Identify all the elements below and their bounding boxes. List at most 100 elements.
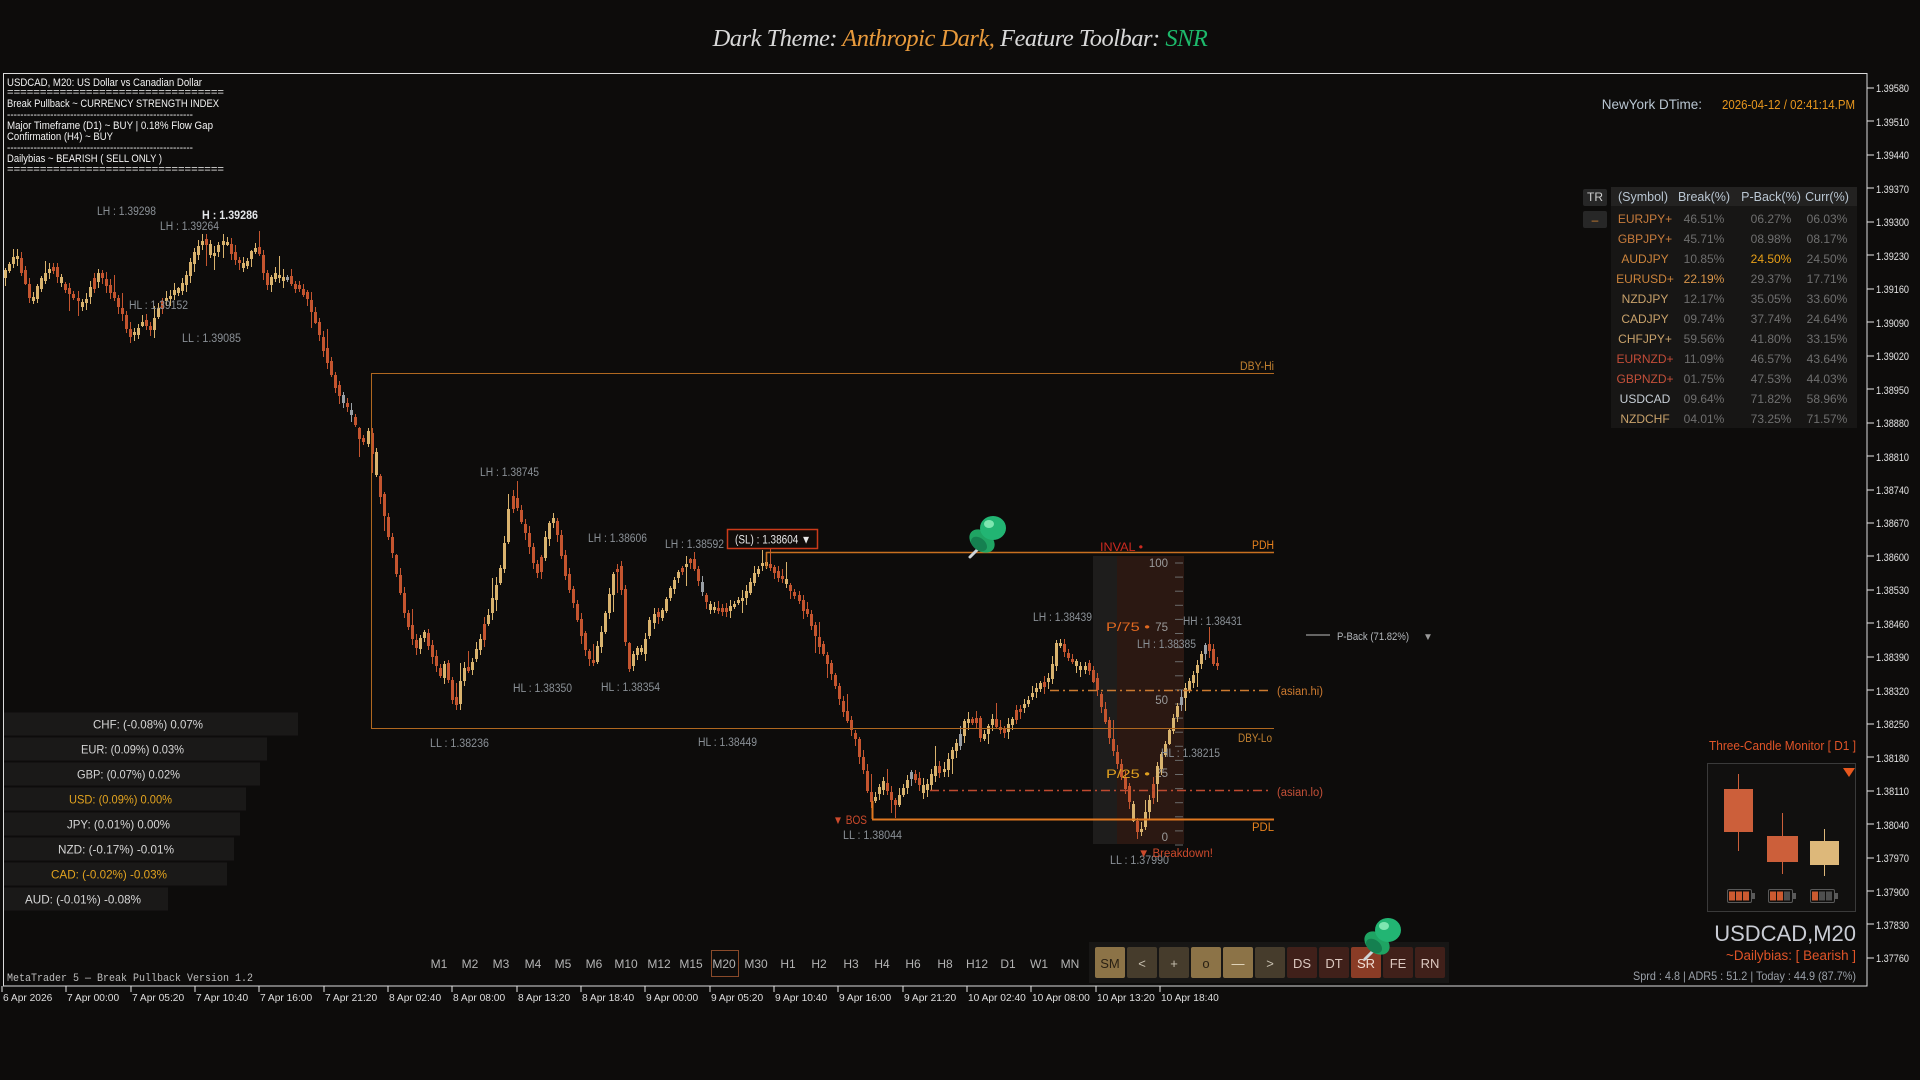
svg-text:(Symbol): (Symbol) xyxy=(1618,190,1668,204)
svg-text:46.51%: 46.51% xyxy=(1684,212,1725,226)
svg-text:M6: M6 xyxy=(586,957,603,971)
svg-text:H1: H1 xyxy=(780,957,796,971)
svg-text:1.38950: 1.38950 xyxy=(1876,385,1909,397)
svg-text:9 Apr 00:00: 9 Apr 00:00 xyxy=(646,993,698,1004)
svg-text:11.09%: 11.09% xyxy=(1684,352,1724,366)
svg-text:(asian.lo): (asian.lo) xyxy=(1277,787,1323,799)
svg-text:GBPNZD+: GBPNZD+ xyxy=(1616,372,1673,386)
svg-text:SM: SM xyxy=(1100,956,1120,971)
svg-text:08.17%: 08.17% xyxy=(1807,232,1848,246)
svg-text:▼ BOS: ▼ BOS xyxy=(833,815,867,827)
svg-text:1.39020: 1.39020 xyxy=(1876,351,1909,363)
svg-text:M15: M15 xyxy=(679,957,703,971)
svg-text:H12: H12 xyxy=(966,957,988,971)
svg-text:71.82%: 71.82% xyxy=(1751,392,1792,406)
svg-text:<: < xyxy=(1138,956,1146,971)
svg-text:PDL: PDL xyxy=(1252,822,1275,834)
svg-text:09.74%: 09.74% xyxy=(1684,312,1725,326)
svg-text:1.37970: 1.37970 xyxy=(1876,853,1909,865)
svg-text:35.05%: 35.05% xyxy=(1751,292,1792,306)
svg-text:LL : 1.38044: LL : 1.38044 xyxy=(843,830,903,842)
svg-text:1.38880: 1.38880 xyxy=(1876,418,1909,430)
svg-text:1.38040: 1.38040 xyxy=(1876,820,1909,832)
svg-text:DBY-Lo: DBY-Lo xyxy=(1238,733,1272,745)
svg-text:HL : 1.38350: HL : 1.38350 xyxy=(513,683,572,695)
svg-text:–: – xyxy=(1592,213,1599,227)
svg-text:1.38740: 1.38740 xyxy=(1876,485,1909,497)
svg-text:P/75 •: P/75 • xyxy=(1106,622,1150,634)
svg-text:LL : 1.39085: LL : 1.39085 xyxy=(182,333,241,345)
svg-text:Break(%): Break(%) xyxy=(1678,190,1730,204)
svg-text:45.71%: 45.71% xyxy=(1684,232,1725,246)
svg-text:6 Apr 2026: 6 Apr 2026 xyxy=(3,993,53,1004)
svg-text:7 Apr 10:40: 7 Apr 10:40 xyxy=(196,993,248,1004)
svg-text:~Dailybias: [ Bearish ]: ~Dailybias: [ Bearish ] xyxy=(1726,948,1856,963)
svg-text:+: + xyxy=(1170,956,1178,971)
svg-text:M10: M10 xyxy=(614,957,638,971)
svg-text:Confirmation (H4) ~ BUY: Confirmation (H4) ~ BUY xyxy=(7,131,113,143)
svg-text:USDCAD,M20: USDCAD,M20 xyxy=(1714,921,1856,946)
svg-text:22.19%: 22.19% xyxy=(1684,272,1725,286)
svg-text:10 Apr 02:40: 10 Apr 02:40 xyxy=(968,993,1026,1004)
svg-text:NewYork DTime:: NewYork DTime: xyxy=(1602,97,1702,112)
svg-text:1.38810: 1.38810 xyxy=(1876,452,1909,464)
svg-text:24.50%: 24.50% xyxy=(1751,252,1792,266)
svg-text:M12: M12 xyxy=(647,957,671,971)
svg-text:P-Back(%): P-Back(%) xyxy=(1741,190,1801,204)
svg-text:10 Apr 08:00: 10 Apr 08:00 xyxy=(1032,993,1090,1004)
svg-text:59.56%: 59.56% xyxy=(1684,332,1725,346)
svg-text:17.71%: 17.71% xyxy=(1807,272,1848,286)
svg-text:9 Apr 05:20: 9 Apr 05:20 xyxy=(711,993,763,1004)
svg-text:10 Apr 18:40: 10 Apr 18:40 xyxy=(1161,993,1219,1004)
svg-text:71.57%: 71.57% xyxy=(1807,412,1848,426)
svg-text:41.80%: 41.80% xyxy=(1751,332,1792,346)
svg-text:Three-Candle Monitor [ D1 ]: Three-Candle Monitor [ D1 ] xyxy=(1709,739,1856,753)
svg-text:73.25%: 73.25% xyxy=(1751,412,1792,426)
svg-text:1.38600: 1.38600 xyxy=(1876,552,1909,564)
svg-text:1.39090: 1.39090 xyxy=(1876,318,1909,330)
svg-text:LH : 1.38745: LH : 1.38745 xyxy=(480,467,539,479)
svg-text:D1: D1 xyxy=(1000,957,1016,971)
svg-text:LL : 1.37990: LL : 1.37990 xyxy=(1110,855,1169,867)
svg-text:1.39370: 1.39370 xyxy=(1876,184,1909,196)
svg-text:46.57%: 46.57% xyxy=(1751,352,1792,366)
svg-text:M30: M30 xyxy=(744,957,768,971)
svg-text:P-Back (71.82%): P-Back (71.82%) xyxy=(1337,631,1409,643)
svg-text:8 Apr 02:40: 8 Apr 02:40 xyxy=(389,993,441,1004)
svg-text:MetaTrader 5 — Break Pullback: MetaTrader 5 — Break Pullback Version 1.… xyxy=(7,973,253,985)
svg-text:------------------------------: ----------------------------------------… xyxy=(7,142,193,154)
svg-text:DT: DT xyxy=(1325,956,1342,971)
svg-text:EUR: (0.09%) 0.03%: EUR: (0.09%) 0.03% xyxy=(81,743,184,757)
svg-text:1.37830: 1.37830 xyxy=(1876,920,1909,932)
svg-text:M3: M3 xyxy=(493,957,510,971)
svg-text:HL : 1.38354: HL : 1.38354 xyxy=(601,682,661,694)
svg-text:1.38390: 1.38390 xyxy=(1876,652,1909,664)
svg-text:24.50%: 24.50% xyxy=(1807,252,1848,266)
svg-text:EURJPY+: EURJPY+ xyxy=(1618,212,1672,226)
svg-text:75: 75 xyxy=(1155,622,1168,634)
svg-text:7 Apr 16:00: 7 Apr 16:00 xyxy=(260,993,312,1004)
svg-text:NZDCHF: NZDCHF xyxy=(1620,412,1669,426)
svg-text:58.96%: 58.96% xyxy=(1807,392,1848,406)
svg-text:9 Apr 16:00: 9 Apr 16:00 xyxy=(839,993,891,1004)
svg-text:USDCAD: USDCAD xyxy=(1620,392,1671,406)
svg-text:1.38320: 1.38320 xyxy=(1876,686,1909,698)
svg-text:LH : 1.39298: LH : 1.39298 xyxy=(97,206,156,218)
svg-text:10.85%: 10.85% xyxy=(1684,252,1725,266)
svg-text:▼: ▼ xyxy=(1423,632,1433,643)
svg-text:HL : 1.39152: HL : 1.39152 xyxy=(129,300,188,312)
svg-text:1.38460: 1.38460 xyxy=(1876,619,1909,631)
svg-text:1.37760: 1.37760 xyxy=(1876,953,1909,965)
svg-text:CHF: (-0.08%) 0.07%: CHF: (-0.08%) 0.07% xyxy=(93,718,203,732)
svg-text:1.39440: 1.39440 xyxy=(1876,150,1909,162)
svg-text:7 Apr 05:20: 7 Apr 05:20 xyxy=(132,993,184,1004)
svg-text:9 Apr 10:40: 9 Apr 10:40 xyxy=(775,993,827,1004)
svg-text:==============================: ================================= xyxy=(7,87,224,99)
svg-text:01.75%: 01.75% xyxy=(1684,372,1725,386)
svg-text:AUD: (-0.01%) -0.08%: AUD: (-0.01%) -0.08% xyxy=(25,893,141,907)
svg-text:100: 100 xyxy=(1149,558,1168,570)
svg-text:33.15%: 33.15% xyxy=(1807,332,1848,346)
svg-text:7 Apr 00:00: 7 Apr 00:00 xyxy=(67,993,119,1004)
svg-text:0: 0 xyxy=(1162,832,1168,844)
svg-text:EURUSD+: EURUSD+ xyxy=(1616,272,1674,286)
